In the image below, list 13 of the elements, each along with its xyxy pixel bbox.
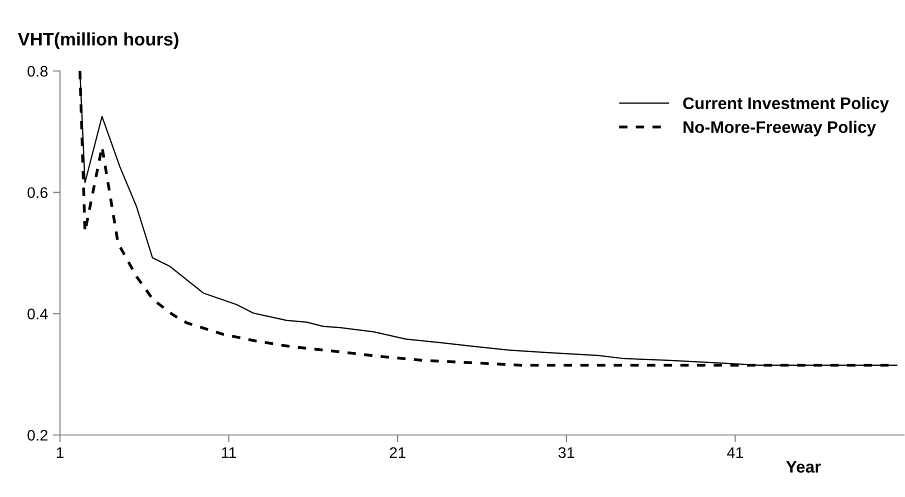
x-axis-title: Year [786, 461, 821, 473]
x-tick-label: 41 [727, 447, 743, 458]
y-tick-label: 0.4 [28, 308, 48, 320]
x-tick-label: 1 [56, 447, 64, 458]
y-tick-label: 0.6 [28, 187, 48, 198]
x-tick-label: 11 [222, 447, 236, 458]
y-axis-title: VHT(million hours) [18, 32, 178, 50]
y-tick-label: 0.8 [28, 66, 48, 77]
y-tick-label: 0.2 [28, 430, 48, 441]
x-tick-label: 21 [390, 447, 406, 458]
x-tick-label: 31 [558, 447, 574, 458]
legend-label: Current Investment Policy [683, 96, 889, 112]
legend-label: No-More-Freeway Policy [684, 120, 876, 136]
